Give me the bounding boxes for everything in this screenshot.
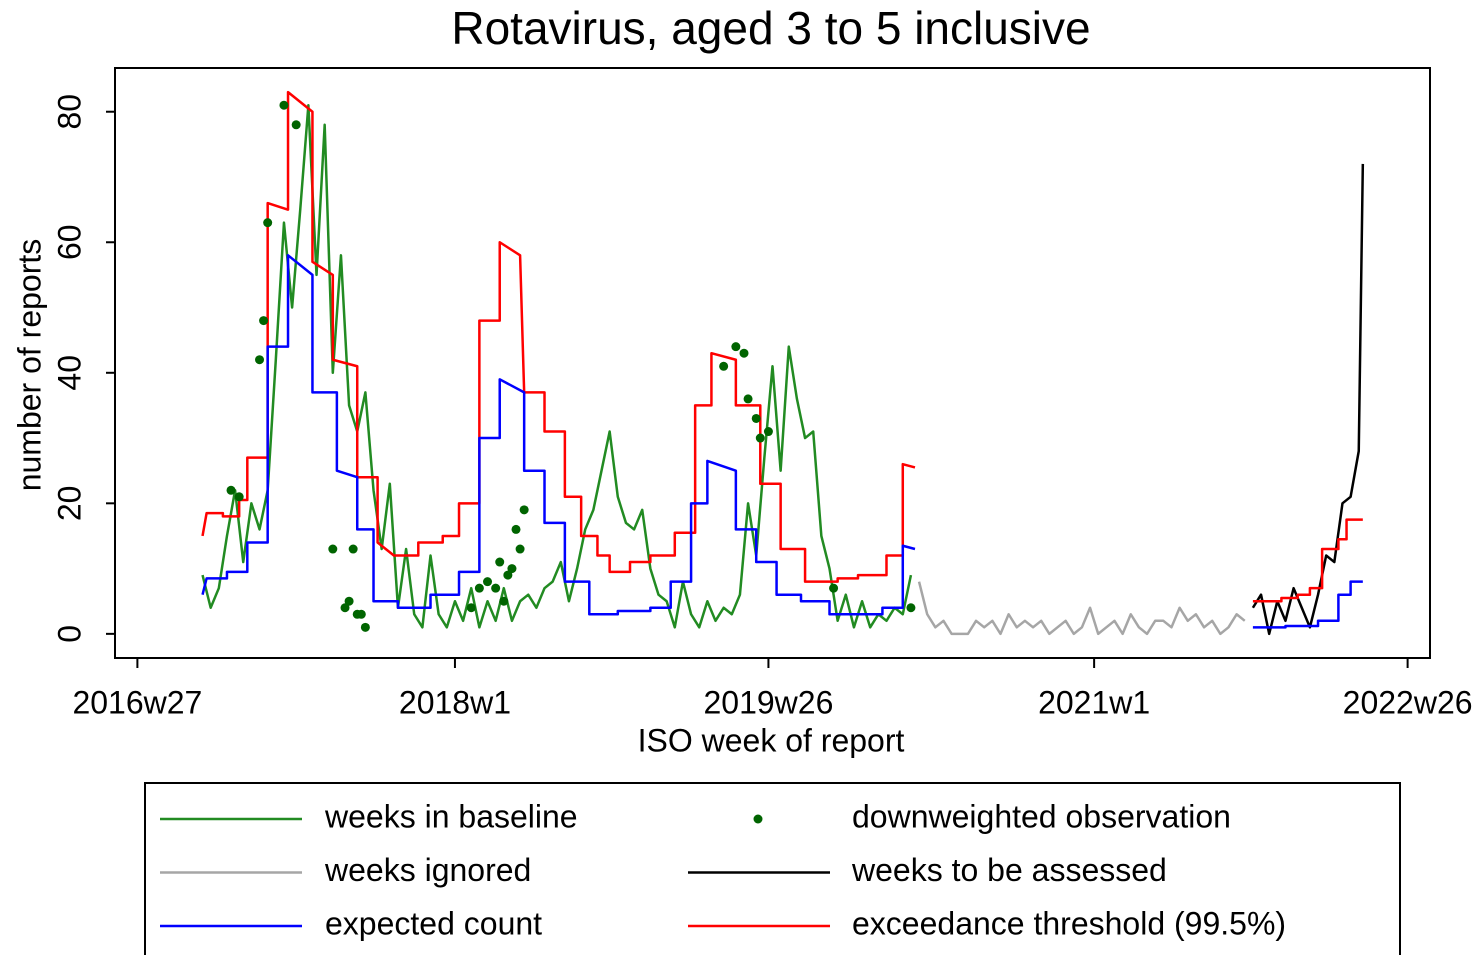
legend-label: weeks in baseline <box>324 798 578 834</box>
data-point <box>226 485 236 495</box>
data-point <box>906 603 916 613</box>
y-tick-label: 80 <box>51 94 87 130</box>
legend-box <box>144 782 1401 955</box>
data-point <box>743 394 753 404</box>
y-tick-label: 20 <box>51 486 87 522</box>
data-point <box>503 570 513 580</box>
data-point <box>829 583 839 593</box>
data-point <box>340 603 350 613</box>
data-point <box>328 544 338 554</box>
data-point <box>751 413 761 423</box>
y-axis-label: number of reports <box>11 239 47 492</box>
data-point <box>279 100 289 110</box>
x-axis-label: ISO week of report <box>638 722 905 758</box>
data-point <box>731 342 741 352</box>
x-tick-label: 2016w27 <box>72 684 202 720</box>
data-point <box>255 355 265 365</box>
y-tick-label: 0 <box>51 625 87 643</box>
data-point <box>356 609 366 619</box>
data-point <box>739 348 749 358</box>
data-point <box>474 583 484 593</box>
data-point <box>515 544 525 554</box>
x-tick-label: 2022w26 <box>1343 684 1473 720</box>
legend-label: exceedance threshold (99.5%) <box>852 905 1286 941</box>
data-point <box>519 505 529 515</box>
data-point <box>507 564 517 574</box>
data-point <box>466 603 476 613</box>
data-point <box>495 557 505 567</box>
legend-symbol <box>753 814 763 824</box>
y-tick-label: 40 <box>51 355 87 391</box>
plot-frame <box>114 67 1431 659</box>
data-point <box>360 622 370 632</box>
data-point <box>259 316 269 326</box>
series-line <box>1251 163 1365 636</box>
series-line <box>201 90 1363 603</box>
data-point <box>263 218 273 228</box>
data-point <box>763 427 773 437</box>
legend-label: expected count <box>325 905 542 941</box>
x-tick-label: 2018w1 <box>399 684 511 720</box>
data-point <box>491 583 501 593</box>
series-line <box>917 581 1246 636</box>
data-point <box>234 492 244 502</box>
data-point <box>511 524 521 534</box>
data-point <box>344 596 354 606</box>
series-line <box>201 254 1363 629</box>
legend-label: downweighted observation <box>852 798 1231 834</box>
data-point <box>483 577 493 587</box>
data-point <box>291 120 301 130</box>
legend-label: weeks ignored <box>324 852 531 888</box>
data-point <box>755 433 765 443</box>
y-tick-label: 60 <box>51 224 87 260</box>
chart-title: Rotavirus, aged 3 to 5 inclusive <box>451 2 1090 54</box>
data-point <box>499 596 509 606</box>
data-point <box>348 544 358 554</box>
legend-label: weeks to be assessed <box>851 852 1167 888</box>
series-line <box>201 103 913 629</box>
data-point <box>719 361 729 371</box>
x-tick-label: 2021w1 <box>1038 684 1150 720</box>
x-tick-label: 2019w26 <box>703 684 833 720</box>
